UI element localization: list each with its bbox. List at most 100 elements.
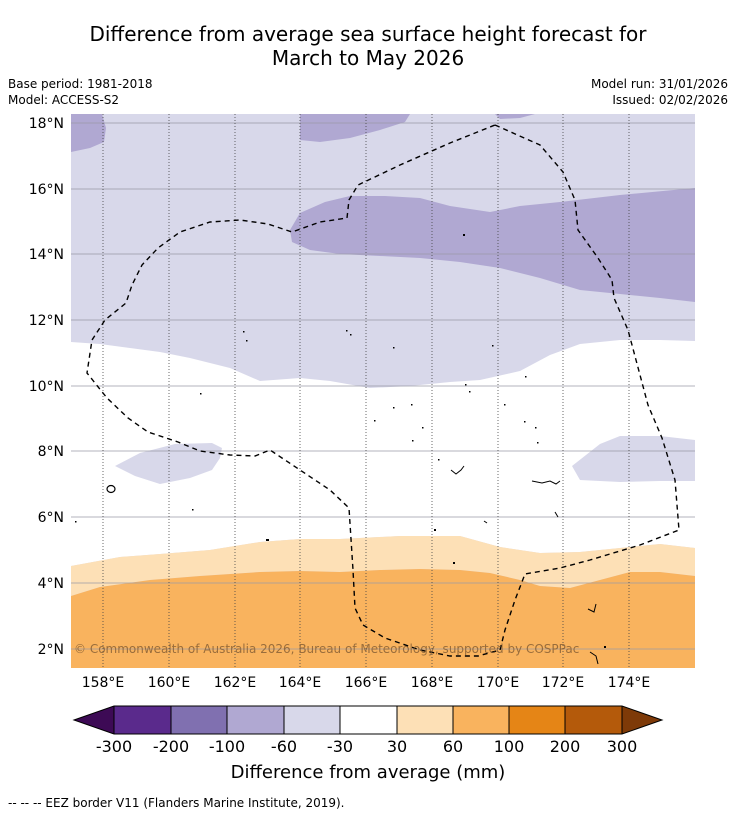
island	[463, 234, 465, 236]
lat-label-14n: 14°N	[29, 247, 64, 263]
island	[465, 384, 467, 386]
colorbar-swatch	[114, 706, 171, 734]
colorbar-label: -300	[95, 737, 133, 756]
island	[483, 520, 488, 524]
island	[192, 509, 194, 511]
island	[393, 407, 395, 409]
colorbar-label: 30	[386, 737, 408, 756]
island	[434, 529, 436, 531]
lon-label-164e: 164°E	[279, 675, 322, 691]
island	[200, 393, 202, 395]
colorbar-label: -100	[208, 737, 246, 756]
colorbar-label: 300	[606, 737, 638, 756]
eez-border	[86, 124, 680, 657]
colorbar	[72, 705, 664, 735]
anomaly-fill	[71, 114, 695, 668]
island	[531, 480, 561, 485]
lat-label-8n: 8°N	[38, 444, 64, 460]
island	[438, 459, 440, 461]
lat-gridlines	[71, 122, 695, 650]
islands	[75, 234, 606, 665]
colorbar-swatch	[509, 706, 565, 734]
island	[450, 465, 465, 475]
map-title-line1: Difference from average sea surface heig…	[89, 22, 647, 46]
island	[453, 562, 455, 564]
lat-label-4n: 4°N	[38, 576, 64, 592]
island	[346, 330, 348, 332]
lon-label-166e: 166°E	[345, 675, 388, 691]
island	[469, 391, 471, 393]
model-run-text: Model run: 31/01/2026	[590, 77, 728, 91]
island	[492, 345, 494, 347]
colorbar-label: 100	[493, 737, 525, 756]
lat-label-10n: 10°N	[29, 379, 64, 395]
island	[374, 420, 376, 422]
issued-text: Issued: 02/02/2026	[612, 93, 728, 107]
island	[535, 427, 537, 429]
lon-label-174e: 174°E	[608, 675, 651, 691]
meta-right: Model run: 31/01/2026 Issued: 02/02/2026	[591, 76, 728, 108]
meta-left: Base period: 1981-2018 Model: ACCESS-S2	[8, 76, 153, 108]
base-period-text: Base period: 1981-2018	[8, 77, 153, 91]
island	[422, 427, 424, 429]
eez-legend-note: -- -- -- EEZ border V11 (Flanders Marine…	[8, 796, 345, 810]
colorbar-swatch	[284, 706, 340, 734]
lat-label-6n: 6°N	[38, 510, 64, 526]
band-minus100-patch-west	[71, 114, 106, 152]
lon-label-168e: 168°E	[411, 675, 454, 691]
island	[243, 331, 245, 333]
lon-label-172e: 172°E	[542, 675, 585, 691]
map-title-line2: March to May 2026	[271, 46, 465, 70]
band-plus60-plus100	[71, 569, 695, 668]
lon-label-170e: 170°E	[477, 675, 520, 691]
colorbar-label: 200	[549, 737, 581, 756]
lat-labels: 18°N 16°N 14°N 12°N 10°N 8°N 6°N 4°N 2°N	[29, 116, 64, 658]
colorbar-label: -60	[270, 737, 298, 756]
lat-label-2n: 2°N	[38, 642, 64, 658]
lon-label-160e: 160°E	[148, 675, 191, 691]
band-minus100-sliver	[495, 114, 535, 119]
island	[106, 484, 116, 494]
island	[587, 603, 597, 613]
colorbar-label: -200	[152, 737, 190, 756]
colorbar-swatch	[340, 706, 397, 734]
island	[525, 376, 527, 378]
lat-label-18n: 18°N	[29, 116, 64, 132]
island	[554, 511, 559, 518]
island	[246, 340, 248, 342]
island	[504, 404, 506, 406]
island	[412, 440, 414, 442]
colorbar-swatch	[397, 706, 453, 734]
island	[350, 334, 352, 336]
island	[75, 521, 77, 523]
band-minus100-patch-north	[300, 114, 410, 142]
colorbar-swatch	[453, 706, 509, 734]
island	[604, 646, 606, 648]
lon-label-158e: 158°E	[82, 675, 125, 691]
lon-label-162e: 162°E	[214, 675, 257, 691]
island	[393, 347, 395, 349]
lat-label-12n: 12°N	[29, 313, 64, 329]
colorbar-title: Difference from average (mm)	[230, 762, 506, 783]
band-minus30-plus30	[71, 340, 695, 566]
island	[589, 651, 599, 665]
colorbar-extend-low	[74, 706, 114, 734]
island	[411, 404, 413, 406]
band-minus60-minus100	[290, 188, 695, 302]
copyright-text: © Commonwealth of Australia 2026, Bureau…	[74, 642, 579, 656]
colorbar-dividers	[113, 706, 623, 734]
colorbar-label: -30	[326, 737, 354, 756]
lon-labels: 158°E 160°E 162°E 164°E 166°E 168°E 170°…	[82, 675, 651, 691]
colorbar-swatch	[565, 706, 622, 734]
colorbar-extend-high	[622, 706, 662, 734]
model-text: Model: ACCESS-S2	[8, 93, 120, 107]
colorbar-swatch	[227, 706, 284, 734]
band-plus30-plus60	[71, 536, 695, 596]
island	[266, 539, 269, 541]
negative-anomaly-patch	[115, 443, 222, 484]
map-title: Difference from average sea surface heig…	[0, 22, 736, 70]
colorbar-swatch	[171, 706, 227, 734]
lat-label-16n: 16°N	[29, 182, 64, 198]
island	[524, 421, 526, 423]
